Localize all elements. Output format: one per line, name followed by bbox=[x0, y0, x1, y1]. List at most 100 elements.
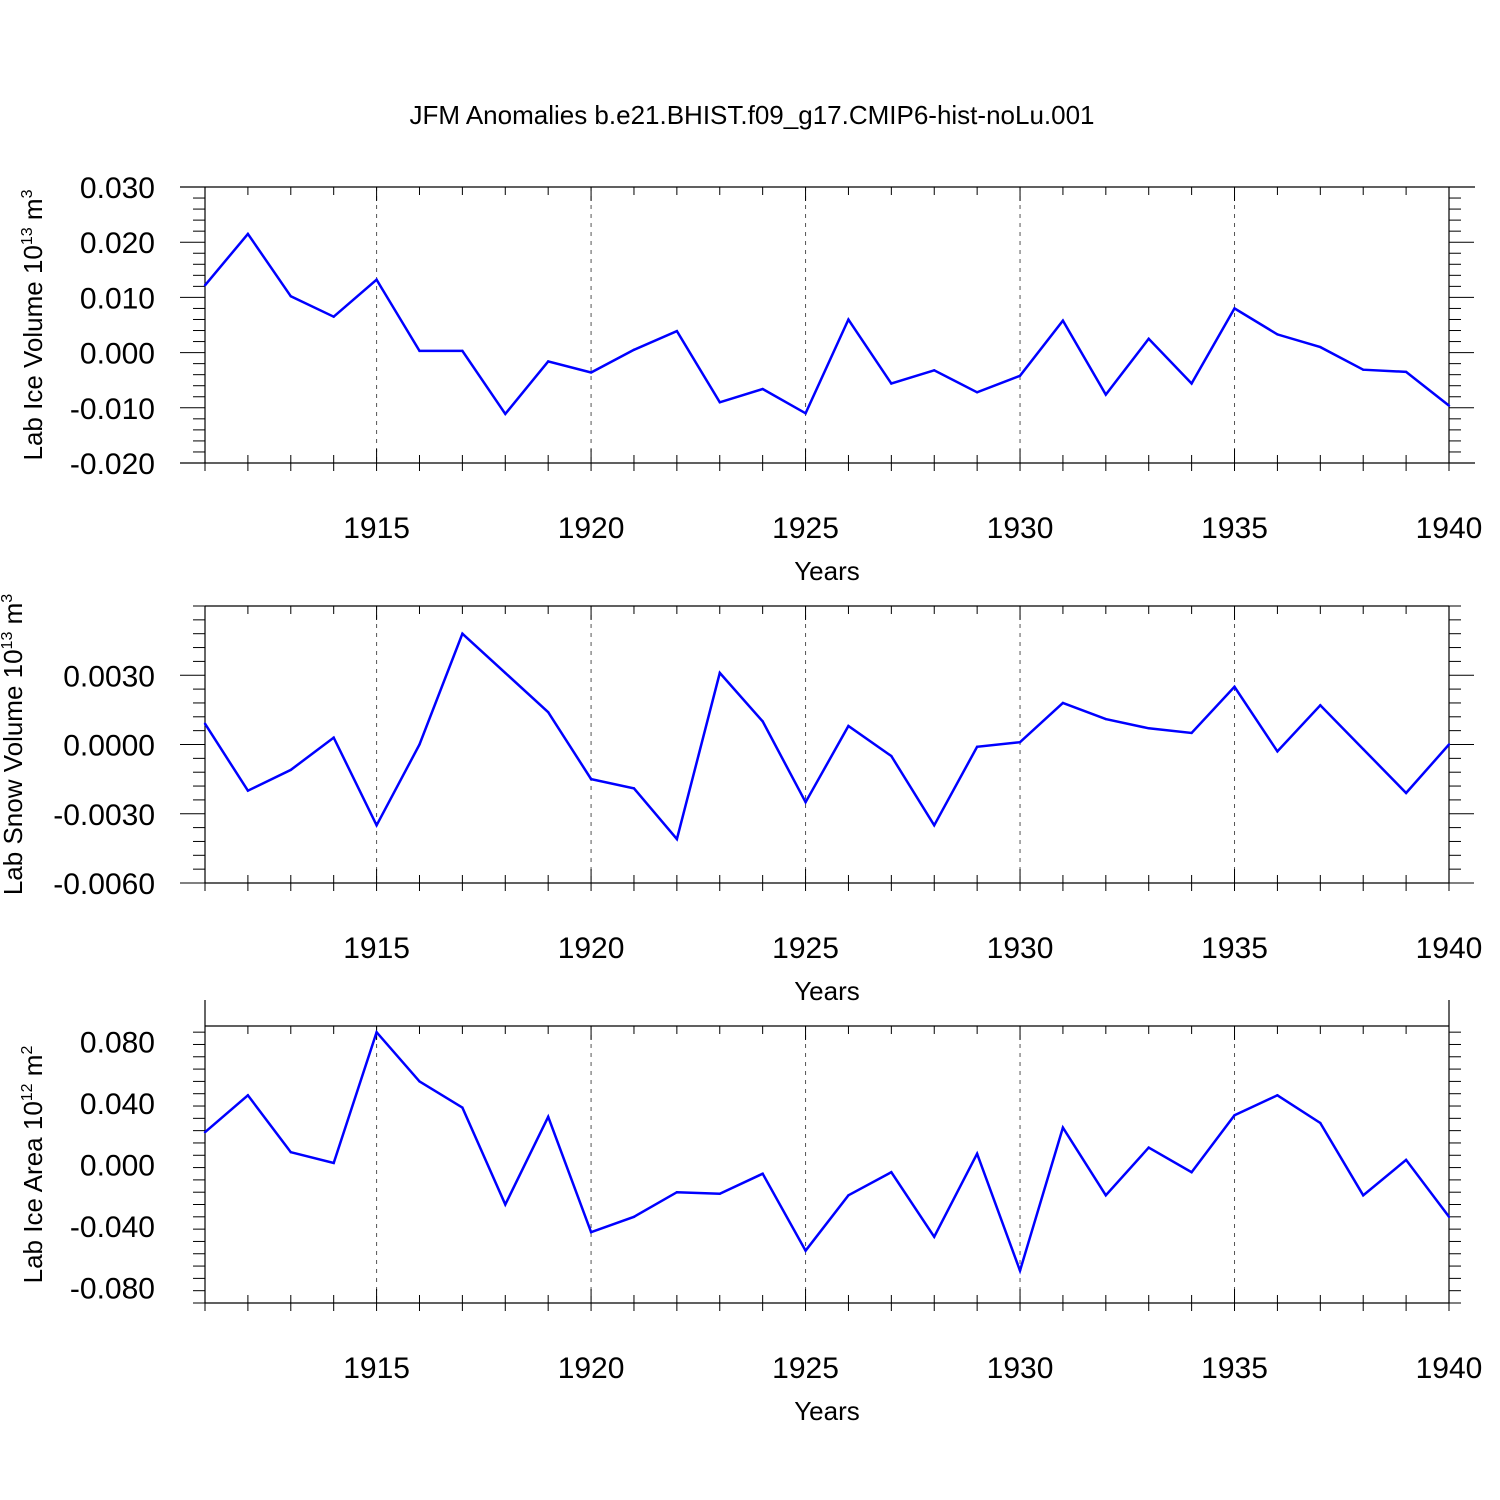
data-point bbox=[1447, 1215, 1451, 1219]
data-point bbox=[1147, 337, 1150, 340]
data-point bbox=[1190, 382, 1193, 385]
y-tick-label: -0.010 bbox=[70, 393, 155, 426]
data-point bbox=[203, 722, 207, 725]
data-point bbox=[804, 1249, 807, 1252]
data-point bbox=[761, 1172, 764, 1175]
data-point bbox=[847, 724, 850, 728]
x-axis-title: Years bbox=[794, 556, 860, 586]
data-point bbox=[933, 369, 936, 372]
data-point bbox=[933, 1235, 936, 1239]
x-tick-label: 1920 bbox=[558, 512, 625, 545]
data-point bbox=[933, 824, 936, 827]
data-point bbox=[1018, 1269, 1022, 1272]
data-point bbox=[675, 329, 679, 333]
x-tick-label: 1930 bbox=[987, 512, 1054, 545]
data-point bbox=[504, 1203, 507, 1206]
x-tick-label: 1925 bbox=[772, 932, 839, 965]
data-point bbox=[1104, 1194, 1108, 1197]
y-tick-label: 0.080 bbox=[80, 1026, 155, 1059]
data-point bbox=[589, 1231, 593, 1234]
data-point bbox=[1404, 370, 1408, 374]
data-point bbox=[461, 1106, 464, 1109]
data-point bbox=[718, 671, 721, 675]
data-point bbox=[1404, 1158, 1408, 1162]
x-tick-label: 1935 bbox=[1201, 932, 1268, 965]
data-point bbox=[1276, 750, 1279, 753]
x-tick-label: 1920 bbox=[558, 1352, 625, 1385]
x-tick-label: 1930 bbox=[987, 1352, 1054, 1385]
data-point bbox=[332, 1161, 335, 1165]
data-point bbox=[546, 710, 550, 714]
data-point bbox=[203, 284, 207, 287]
x-tick-label: 1935 bbox=[1201, 512, 1268, 545]
data-point bbox=[975, 745, 979, 749]
data-point bbox=[847, 1194, 850, 1197]
data-point bbox=[975, 1152, 979, 1155]
data-point bbox=[1319, 704, 1322, 707]
data-point bbox=[418, 743, 421, 746]
data-point bbox=[246, 789, 250, 792]
x-tick-label: 1940 bbox=[1416, 1352, 1483, 1385]
series-line bbox=[204, 231, 1450, 416]
data-point bbox=[1404, 791, 1408, 795]
x-tick-label: 1920 bbox=[558, 932, 625, 965]
data-point bbox=[1362, 747, 1365, 751]
data-point bbox=[718, 1192, 721, 1195]
y-tick-label: 0.020 bbox=[80, 227, 155, 260]
x-tick-label: 1925 bbox=[772, 1352, 839, 1385]
chart-title: JFM Anomalies b.e21.BHIST.f09_g17.CMIP6-… bbox=[409, 100, 1094, 130]
data-point bbox=[1362, 368, 1365, 371]
data-point bbox=[418, 1080, 421, 1083]
x-tick-label: 1940 bbox=[1416, 512, 1483, 545]
data-point bbox=[332, 315, 335, 318]
x-axis-title: Years bbox=[794, 976, 860, 1006]
y-tick-label: -0.0030 bbox=[53, 799, 155, 832]
data-point bbox=[1233, 1114, 1236, 1117]
data-point bbox=[504, 412, 507, 416]
data-point bbox=[1018, 374, 1022, 377]
data-point bbox=[418, 349, 421, 353]
data-point bbox=[675, 837, 679, 841]
data-point bbox=[1190, 731, 1193, 735]
data-point bbox=[675, 1191, 679, 1194]
data-point bbox=[1276, 333, 1279, 336]
y-axis-title: Lab Ice Volume 1013 m3 bbox=[18, 189, 48, 460]
data-point bbox=[718, 401, 721, 404]
data-point bbox=[1018, 740, 1022, 744]
data-point bbox=[975, 391, 979, 394]
data-point bbox=[1147, 1146, 1150, 1149]
y-tick-label: 0.030 bbox=[80, 172, 155, 205]
y-tick-label: -0.020 bbox=[70, 448, 155, 481]
x-tick-label: 1915 bbox=[343, 512, 410, 545]
series-line bbox=[204, 1029, 1450, 1275]
data-point bbox=[289, 768, 292, 772]
data-point bbox=[632, 348, 636, 352]
y-tick-label: -0.080 bbox=[70, 1273, 155, 1306]
data-point bbox=[589, 371, 593, 374]
chart-panel-3: -0.080 -0.040 0.000 0.040 0.080 1915 1920 1925 1… bbox=[18, 1000, 1482, 1426]
data-point bbox=[632, 1215, 636, 1219]
y-tick-label: 0.0030 bbox=[63, 660, 155, 693]
data-point bbox=[461, 632, 464, 635]
chart-panel-2: -0.0060 -0.0030 0.0000 0.0030 1915 1920 1925 19… bbox=[0, 594, 1482, 1006]
data-point bbox=[375, 1030, 378, 1034]
data-point bbox=[1319, 1121, 1322, 1125]
data-point bbox=[203, 1130, 207, 1134]
data-point bbox=[589, 777, 593, 781]
data-point bbox=[890, 754, 893, 758]
data-point bbox=[1061, 1126, 1065, 1129]
x-tick-label: 1940 bbox=[1416, 932, 1483, 965]
data-point bbox=[375, 278, 378, 281]
data-point bbox=[504, 671, 507, 675]
data-point bbox=[246, 1094, 250, 1097]
y-tick-label: 0.000 bbox=[80, 1150, 155, 1183]
x-tick-label: 1925 bbox=[772, 512, 839, 545]
y-tick-label: 0.0000 bbox=[63, 730, 155, 763]
chart-panel-1: -0.020 -0.010 0.000 0.010 0.020 0.030 1915 1920… bbox=[18, 172, 1482, 586]
chart-panels: -0.020 -0.010 0.000 0.010 0.020 0.030 1915 1920… bbox=[0, 172, 1482, 1426]
data-point bbox=[1061, 701, 1065, 705]
data-point bbox=[1276, 1094, 1279, 1097]
data-point bbox=[761, 720, 764, 723]
x-tick-label: 1915 bbox=[343, 1352, 410, 1385]
